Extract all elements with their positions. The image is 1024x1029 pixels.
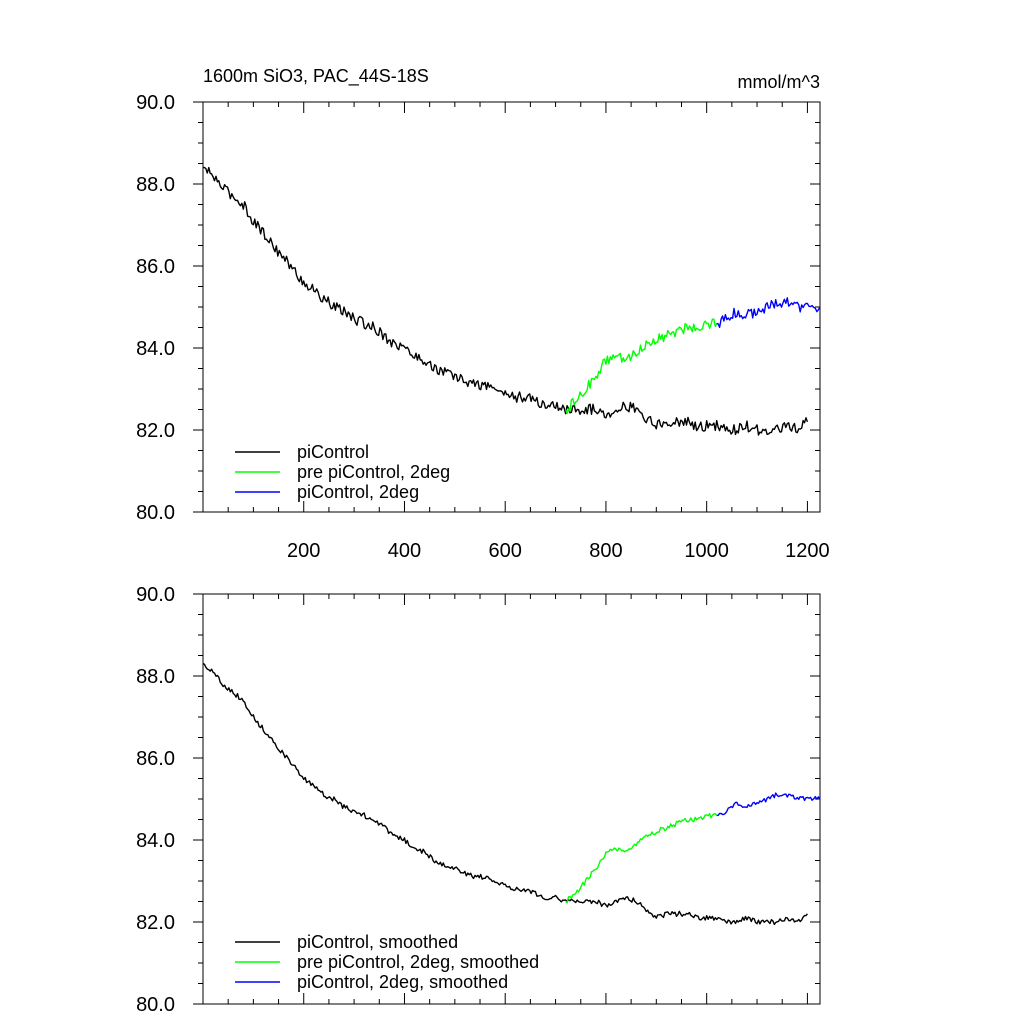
chart-title: 1600m SiO3, PAC_44S-18S: [203, 66, 429, 87]
x-tick-label: 200: [287, 540, 320, 562]
y-tick-label: 82.0: [136, 420, 175, 442]
series-line: [202, 663, 808, 926]
series-line: [716, 297, 821, 328]
legend-label: piControl, smoothed: [297, 932, 458, 952]
y-tick-label: 88.0: [136, 666, 175, 688]
legend-label: pre piControl, 2deg: [297, 462, 450, 482]
series-line: [565, 813, 718, 904]
y-tick-label: 90.0: [136, 92, 175, 114]
series-line: [202, 166, 809, 436]
y-tick-label: 80.0: [136, 502, 175, 524]
x-tick-label: 600: [489, 540, 522, 562]
y-tick-label: 84.0: [136, 830, 175, 852]
x-tick-label: 400: [388, 540, 421, 562]
y-tick-label: 86.0: [136, 256, 175, 278]
x-tick-label: 1200: [785, 540, 830, 562]
legend-label: piControl, 2deg, smoothed: [297, 972, 508, 992]
series-line: [564, 318, 718, 415]
y-tick-label: 84.0: [136, 338, 175, 360]
x-tick-label: 1000: [684, 540, 729, 562]
chart-units-label: mmol/m^3: [738, 72, 820, 92]
y-tick-label: 82.0: [136, 912, 175, 934]
legend-label: pre piControl, 2deg, smoothed: [297, 952, 539, 972]
y-tick-label: 86.0: [136, 748, 175, 770]
y-tick-label: 88.0: [136, 174, 175, 196]
y-tick-label: 90.0: [136, 584, 175, 606]
chart-panel-top: 80.0 82.0 84.0 86.0 88.0 90.0 200 400 600 800 1000…: [136, 92, 830, 562]
legend-label: piControl: [297, 442, 369, 462]
chart-panel-bottom: 80.0 82.0 84.0 86.0 88.0 90.0 piControl, smoot…: [136, 584, 821, 1016]
x-tick-label: 800: [589, 540, 622, 562]
legend-label: piControl, 2deg: [297, 482, 419, 502]
y-tick-label: 80.0: [136, 994, 175, 1016]
series-line: [716, 792, 821, 817]
